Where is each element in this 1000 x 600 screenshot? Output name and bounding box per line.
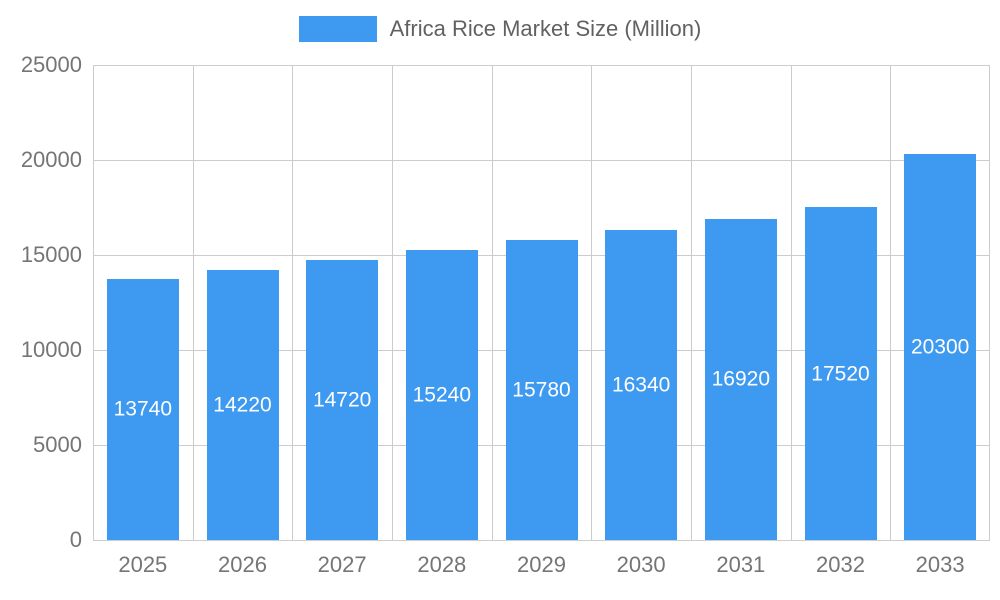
gridline-vertical — [292, 65, 294, 540]
x-axis-tick-label: 2030 — [616, 552, 666, 577]
bar-value-label: 14220 — [213, 393, 272, 417]
bar-value-label: 15780 — [512, 378, 571, 402]
bar-2028[interactable]: 15240 — [405, 250, 478, 540]
gridline-vertical — [392, 65, 393, 540]
plot-area: 0 5000 10000 15000 20000 25000 13740 2025 14220 2… — [21, 54, 990, 576]
y-axis-tick-label: 10000 — [20, 337, 82, 362]
legend-swatch[interactable] — [298, 16, 377, 42]
x-axis-tick-label: 2029 — [517, 552, 566, 577]
x-axis-tick-label: 2032 — [816, 552, 865, 577]
gridline-vertical — [591, 65, 593, 540]
bar-value-label: 17520 — [811, 362, 870, 386]
bar-value-label: 20300 — [910, 335, 970, 359]
y-axis-tick-label: 20000 — [20, 147, 82, 172]
gridline-vertical — [989, 65, 990, 540]
legend: Africa Rice Market Size (Million) — [0, 16, 1000, 42]
y-axis-tick-label: 25000 — [20, 52, 82, 77]
y-axis-tick-label: 5000 — [33, 432, 82, 457]
gridline-vertical — [691, 65, 692, 540]
bar-2031[interactable]: 16920 — [704, 218, 777, 540]
x-axis-tick-label: 2027 — [317, 552, 367, 577]
bar-2026[interactable]: 14220 — [206, 269, 279, 540]
x-axis-tick-label: 2025 — [118, 552, 168, 577]
gridline-vertical — [491, 65, 493, 540]
bar-2029[interactable]: 15780 — [505, 240, 578, 540]
x-axis-tick-label: 2033 — [915, 552, 965, 577]
bar-2032[interactable]: 17520 — [804, 207, 877, 540]
y-axis-tick-label: 15000 — [20, 242, 82, 267]
bar-2027[interactable]: 14720 — [306, 260, 379, 540]
legend-label[interactable]: Africa Rice Market Size (Million) — [389, 16, 702, 41]
gridline-vertical — [192, 65, 194, 540]
bar-2025[interactable]: 13740 — [106, 278, 179, 540]
y-axis-line — [93, 65, 94, 540]
gridline-horizontal — [93, 64, 990, 66]
gridline-horizontal — [93, 159, 990, 161]
gridline-horizontal — [93, 539, 990, 541]
gridline-vertical — [890, 65, 892, 540]
bar-2030[interactable]: 16340 — [605, 229, 678, 540]
bar-value-label: 15240 — [412, 383, 472, 407]
y-axis-tick-label: 0 — [69, 527, 82, 552]
x-axis-tick-label: 2031 — [716, 552, 766, 577]
bar-value-label: 13740 — [113, 397, 173, 421]
bar-value-label: 16920 — [711, 367, 771, 391]
bar-value-label: 14720 — [312, 388, 372, 412]
x-axis-tick-label: 2026 — [218, 552, 267, 577]
x-axis-tick-label: 2028 — [417, 552, 467, 577]
bar-2033[interactable]: 20300 — [904, 154, 977, 540]
gridline-vertical — [790, 65, 792, 540]
bar-value-label: 16340 — [611, 373, 671, 397]
